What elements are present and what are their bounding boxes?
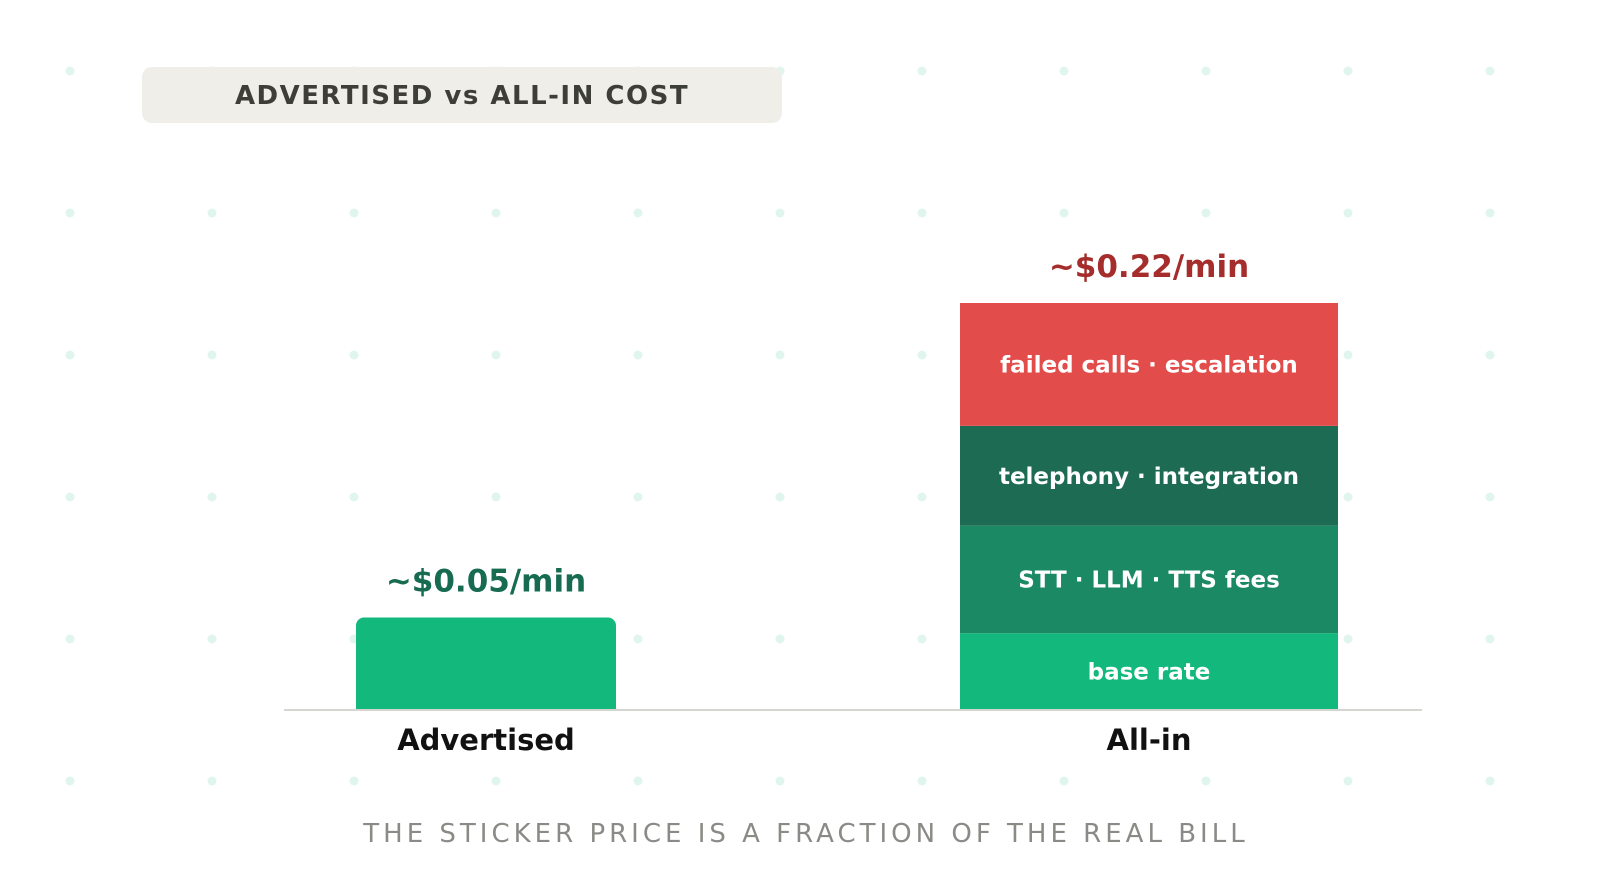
- grid-dot: [207, 776, 217, 786]
- title-box: ADVERTISED vs ALL-IN COST: [142, 67, 782, 123]
- grid-dot: [917, 776, 927, 786]
- title-box-background: [142, 67, 782, 123]
- grid-dot: [349, 492, 359, 502]
- grid-dot: [917, 208, 927, 218]
- grid-dot: [917, 350, 927, 360]
- bar-advertised: ~$0.05/min: [355, 564, 617, 721]
- grid-dot: [775, 208, 785, 218]
- grid-dot: [1343, 776, 1353, 786]
- grid-dot: [1343, 208, 1353, 218]
- total-label-all-in: ~$0.22/min: [1049, 249, 1249, 285]
- grid-dot: [491, 492, 501, 502]
- grid-dot: [1485, 776, 1495, 786]
- segment-label: telephony · integration: [999, 464, 1299, 490]
- grid-dot: [1485, 634, 1495, 644]
- dot-grid-background: [65, 66, 1495, 786]
- grid-dot: [1343, 66, 1353, 76]
- grid-dot: [1343, 350, 1353, 360]
- grid-dot: [1059, 66, 1069, 76]
- grid-dot: [1343, 634, 1353, 644]
- grid-dot: [633, 492, 643, 502]
- grid-dot: [65, 66, 75, 76]
- grid-dot: [1201, 776, 1211, 786]
- grid-dot: [207, 208, 217, 218]
- grid-dot: [917, 492, 927, 502]
- grid-dot: [349, 208, 359, 218]
- category-label-advertised: Advertised: [397, 723, 575, 757]
- chart-footer: THE STICKER PRICE IS A FRACTION OF THE R…: [362, 819, 1248, 849]
- grid-dot: [491, 208, 501, 218]
- bar-base-mask: [355, 711, 617, 721]
- grid-dot: [917, 634, 927, 644]
- grid-dot: [1485, 492, 1495, 502]
- grid-dot: [65, 350, 75, 360]
- category-labels: Advertised All-in: [397, 723, 1191, 757]
- grid-dot: [65, 208, 75, 218]
- grid-dot: [1485, 66, 1495, 76]
- grid-dot: [491, 350, 501, 360]
- grid-dot: [1059, 208, 1069, 218]
- grid-dot: [349, 776, 359, 786]
- grid-dot: [633, 350, 643, 360]
- grid-dot: [207, 350, 217, 360]
- grid-dot: [633, 776, 643, 786]
- grid-dot: [633, 208, 643, 218]
- grid-dot: [65, 776, 75, 786]
- segment-label: STT · LLM · TTS fees: [1018, 567, 1280, 593]
- segment-label: failed calls · escalation: [1000, 352, 1298, 378]
- grid-dot: [1485, 350, 1495, 360]
- bar-segment-advertised: [356, 617, 616, 718]
- bar-segment-base-rate: [960, 633, 1338, 710]
- grid-dot: [65, 492, 75, 502]
- grid-dot: [1201, 208, 1211, 218]
- bar-segment-stt-llm-tts-fees: [960, 525, 1338, 634]
- grid-dot: [491, 776, 501, 786]
- grid-dot: [775, 492, 785, 502]
- total-label-advertised: ~$0.05/min: [386, 564, 586, 600]
- grid-dot: [1343, 492, 1353, 502]
- grid-dot: [349, 350, 359, 360]
- grid-dot: [207, 492, 217, 502]
- chart-title: ADVERTISED vs ALL-IN COST: [235, 81, 689, 111]
- grid-dot: [1485, 208, 1495, 218]
- grid-dot: [775, 776, 785, 786]
- grid-dot: [1059, 776, 1069, 786]
- grid-dot: [775, 634, 785, 644]
- bars-group: ~$0.05/min base rate STT · LLM · TTS fees t…: [355, 249, 1338, 721]
- grid-dot: [633, 634, 643, 644]
- grid-dot: [775, 350, 785, 360]
- category-label-all-in: All-in: [1107, 723, 1192, 757]
- grid-dot: [917, 66, 927, 76]
- bar-segment-telephony-integration: [960, 425, 1338, 526]
- bar-all-in: base rate STT · LLM · TTS fees telephony ·…: [960, 249, 1338, 710]
- grid-dot: [1201, 66, 1211, 76]
- grid-dot: [207, 634, 217, 644]
- bar-segment-failed-calls-escalation: [960, 303, 1338, 426]
- segment-label: base rate: [1088, 660, 1211, 686]
- grid-dot: [65, 634, 75, 644]
